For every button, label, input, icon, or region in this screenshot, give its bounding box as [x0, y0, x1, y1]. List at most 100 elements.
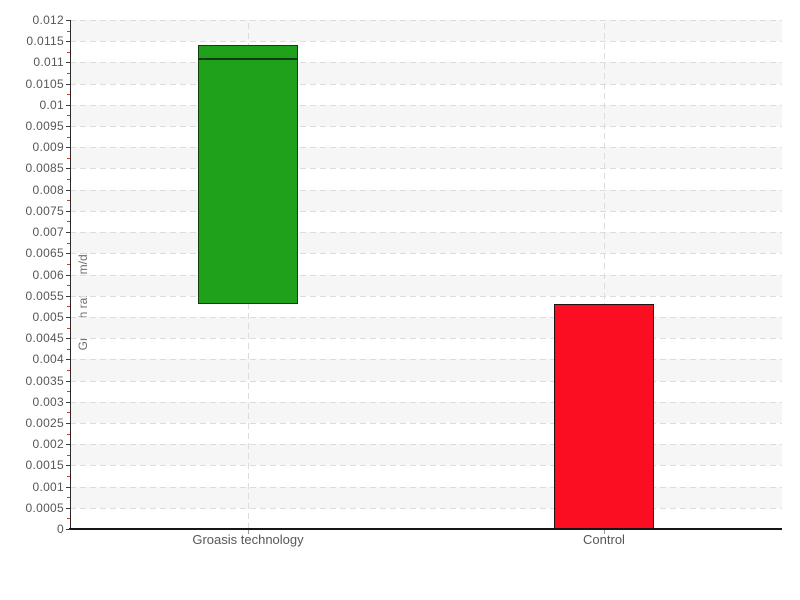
- y-minor-tick: [67, 455, 70, 456]
- y-tick-label: 0.011: [33, 55, 64, 69]
- y-minor-tick: [67, 264, 70, 265]
- y-minor-tick: [67, 243, 70, 244]
- horizontal-gridline: [70, 381, 782, 382]
- y-major-tick: [66, 211, 70, 212]
- horizontal-gridline: [70, 465, 782, 466]
- y-tick-label: 0.005: [32, 310, 64, 324]
- y-minor-tick: [67, 94, 70, 95]
- y-tick-label: 0.0065: [25, 246, 64, 260]
- y-minor-tick: [67, 285, 70, 286]
- y-major-tick: [66, 487, 70, 488]
- y-minor-tick: [67, 179, 70, 180]
- horizontal-gridline: [70, 232, 782, 233]
- y-tick-label: 0.003: [32, 395, 64, 409]
- y-major-tick: [66, 359, 70, 360]
- horizontal-gridline: [70, 444, 782, 445]
- horizontal-gridline: [70, 84, 782, 85]
- y-tick-label: 0.0025: [25, 416, 64, 430]
- y-axis-line: [70, 20, 71, 530]
- y-minor-tick: [67, 73, 70, 74]
- y-major-tick: [66, 84, 70, 85]
- y-minor-tick: [67, 52, 70, 53]
- y-minor-tick: [67, 158, 70, 159]
- horizontal-gridline: [70, 126, 782, 127]
- y-tick-label: 0.004: [32, 352, 64, 366]
- y-minor-tick: [67, 497, 70, 498]
- horizontal-gridline: [70, 147, 782, 148]
- y-major-tick: [66, 126, 70, 127]
- background-band: [70, 62, 782, 84]
- y-minor-tick: [67, 31, 70, 32]
- y-tick-label: 0.012: [32, 13, 64, 27]
- background-band: [70, 20, 782, 42]
- y-tick-label: 0.0055: [25, 289, 64, 303]
- background-band: [70, 401, 782, 423]
- plot-area: Growth rate (cm/day): [70, 20, 782, 529]
- horizontal-gridline: [70, 275, 782, 276]
- background-band: [70, 232, 782, 254]
- background-band: [70, 486, 782, 508]
- y-major-tick: [66, 402, 70, 403]
- y-major-tick: [66, 168, 70, 169]
- y-tick-label: 0.0005: [25, 501, 64, 515]
- horizontal-gridline: [70, 338, 782, 339]
- x-axis-line: [69, 528, 782, 530]
- y-tick-label: 0.0035: [25, 374, 64, 388]
- y-major-tick: [66, 62, 70, 63]
- y-minor-tick: [67, 370, 70, 371]
- horizontal-gridline: [70, 296, 782, 297]
- y-major-tick: [66, 41, 70, 42]
- horizontal-gridline: [70, 41, 782, 42]
- background-band: [70, 104, 782, 127]
- y-major-tick: [66, 105, 70, 106]
- y-tick-label: 0: [57, 522, 64, 536]
- horizontal-gridline: [70, 402, 782, 403]
- horizontal-gridline: [70, 62, 782, 63]
- y-minor-tick: [67, 434, 70, 435]
- horizontal-gridline: [70, 190, 782, 191]
- y-major-tick: [66, 190, 70, 191]
- y-minor-tick: [67, 412, 70, 413]
- y-minor-tick: [67, 221, 70, 222]
- background-band: [70, 274, 782, 296]
- bar-control: [554, 304, 654, 529]
- y-major-tick: [66, 232, 70, 233]
- horizontal-gridline: [70, 423, 782, 424]
- y-minor-tick: [67, 328, 70, 329]
- y-tick-label: 0.009: [32, 140, 64, 154]
- y-tick-label: 0.0075: [25, 204, 64, 218]
- y-major-tick: [66, 465, 70, 466]
- y-major-tick: [66, 253, 70, 254]
- horizontal-gridline: [70, 317, 782, 318]
- bar-marker-line: [199, 58, 297, 60]
- y-minor-tick: [67, 476, 70, 477]
- background-band: [70, 359, 782, 381]
- background-band: [70, 189, 782, 211]
- x-category-label: Groasis technology: [192, 532, 304, 547]
- y-tick-label: 0.0105: [25, 77, 64, 91]
- y-major-tick: [66, 20, 70, 21]
- y-minor-tick: [67, 391, 70, 392]
- y-major-tick: [66, 296, 70, 297]
- horizontal-gridline: [70, 508, 782, 509]
- horizontal-gridline: [70, 168, 782, 169]
- y-tick-label: 0.0115: [26, 34, 64, 48]
- y-tick-label: 0.001: [32, 480, 64, 494]
- horizontal-gridline: [70, 105, 782, 106]
- x-category-tick: [248, 530, 249, 534]
- y-minor-tick: [67, 349, 70, 350]
- y-minor-tick: [67, 115, 70, 116]
- horizontal-gridline: [70, 211, 782, 212]
- background-band: [70, 444, 782, 466]
- y-tick-label: 0.0045: [25, 331, 64, 345]
- vertical-gridline: [604, 20, 605, 529]
- y-major-tick: [66, 381, 70, 382]
- y-major-tick: [66, 529, 70, 530]
- y-major-tick: [66, 444, 70, 445]
- y-tick-label: 0.002: [32, 437, 64, 451]
- y-tick-label: 0.0095: [25, 119, 64, 133]
- y-tick-label: 0.0015: [25, 458, 64, 472]
- horizontal-gridline: [70, 359, 782, 360]
- y-major-tick: [66, 317, 70, 318]
